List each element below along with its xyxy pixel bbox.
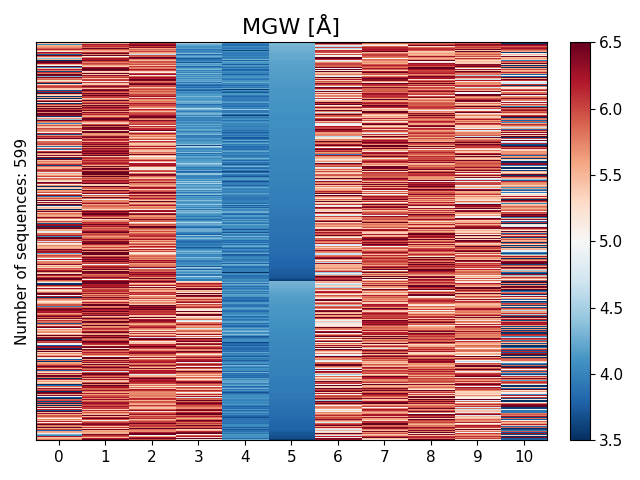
Title: MGW [Å]: MGW [Å] xyxy=(243,15,340,38)
Y-axis label: Number of sequences: 599: Number of sequences: 599 xyxy=(15,138,30,345)
